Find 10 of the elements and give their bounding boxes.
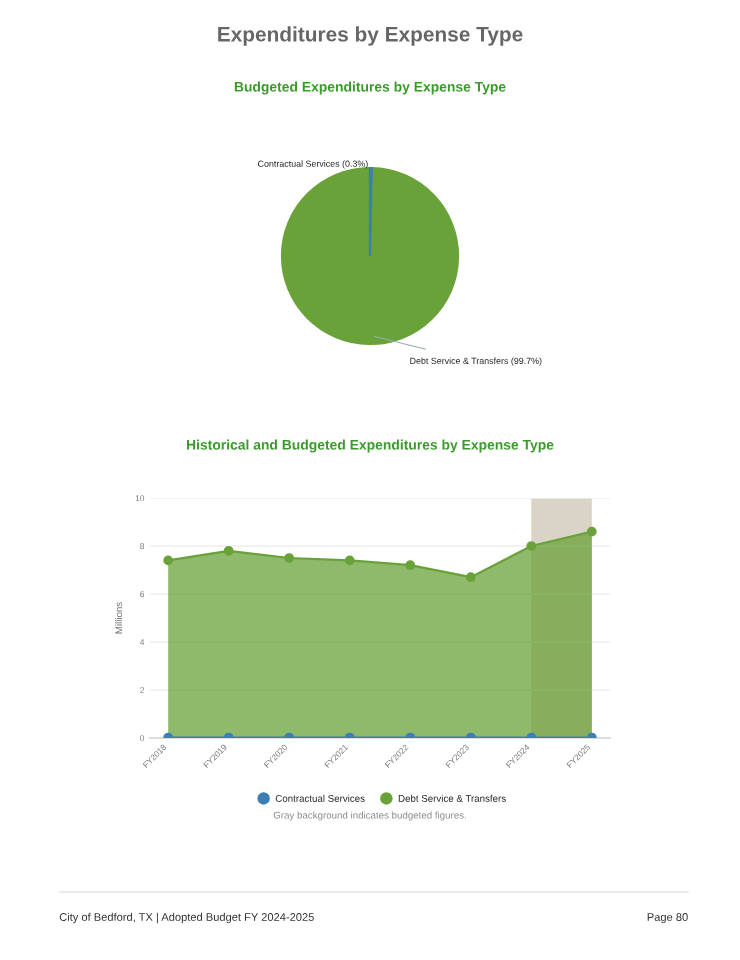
point (586, 526, 597, 537)
point (526, 541, 537, 551)
point (344, 555, 355, 566)
point (284, 553, 295, 563)
point (465, 572, 476, 583)
point (223, 545, 234, 556)
point (163, 555, 174, 566)
pie-slice (280, 166, 460, 346)
point (405, 560, 416, 571)
chart-title: Expenditures by Expense Type (218, 26, 523, 46)
